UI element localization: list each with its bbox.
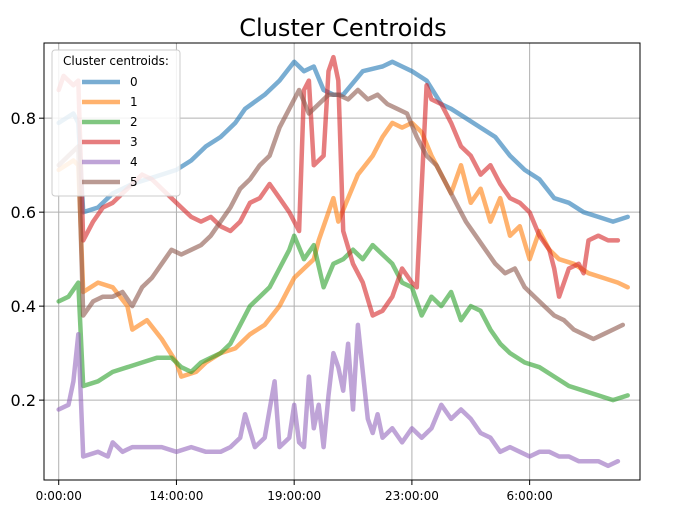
y-tick-label-2: 0.6 [11, 203, 36, 222]
x-tick-label-0: 0:00:00 [36, 489, 82, 503]
legend-label-0: 0 [130, 75, 138, 89]
chart-title: Cluster Centroids [239, 14, 446, 42]
legend-label-1: 1 [130, 95, 138, 109]
x-tick-label-1: 14:00:00 [149, 489, 203, 503]
axes-frame [43, 42, 641, 481]
y-axis-ticks: 0.2 0.4 0.6 0.8 [11, 109, 44, 410]
legend-label-3: 3 [130, 135, 138, 149]
series-line-1 [56, 120, 630, 379]
legend: Cluster centroids: 0 1 2 3 4 5 [51, 49, 181, 197]
series-line-2 [56, 233, 630, 403]
series-line-4 [56, 322, 621, 469]
legend-title: Cluster centroids: [63, 54, 169, 68]
legend-items: 0 1 2 3 4 5 [82, 75, 138, 189]
y-tick-label-1: 0.4 [11, 297, 36, 316]
x-axis-ticks: 0:00:00 14:00:00 19:00:00 23:00:00 6:00:00 [36, 480, 553, 503]
x-tick-label-4: 6:00:00 [506, 489, 552, 503]
y-tick-label-0: 0.2 [11, 391, 36, 410]
y-tick-label-3: 0.8 [11, 109, 36, 128]
x-tick-label-2: 19:00:00 [267, 489, 321, 503]
legend-label-5: 5 [130, 175, 138, 189]
series-line-5 [56, 87, 626, 342]
legend-label-4: 4 [130, 155, 138, 169]
x-tick-label-3: 23:00:00 [385, 489, 439, 503]
legend-label-2: 2 [130, 115, 138, 129]
series-lines [56, 54, 630, 469]
